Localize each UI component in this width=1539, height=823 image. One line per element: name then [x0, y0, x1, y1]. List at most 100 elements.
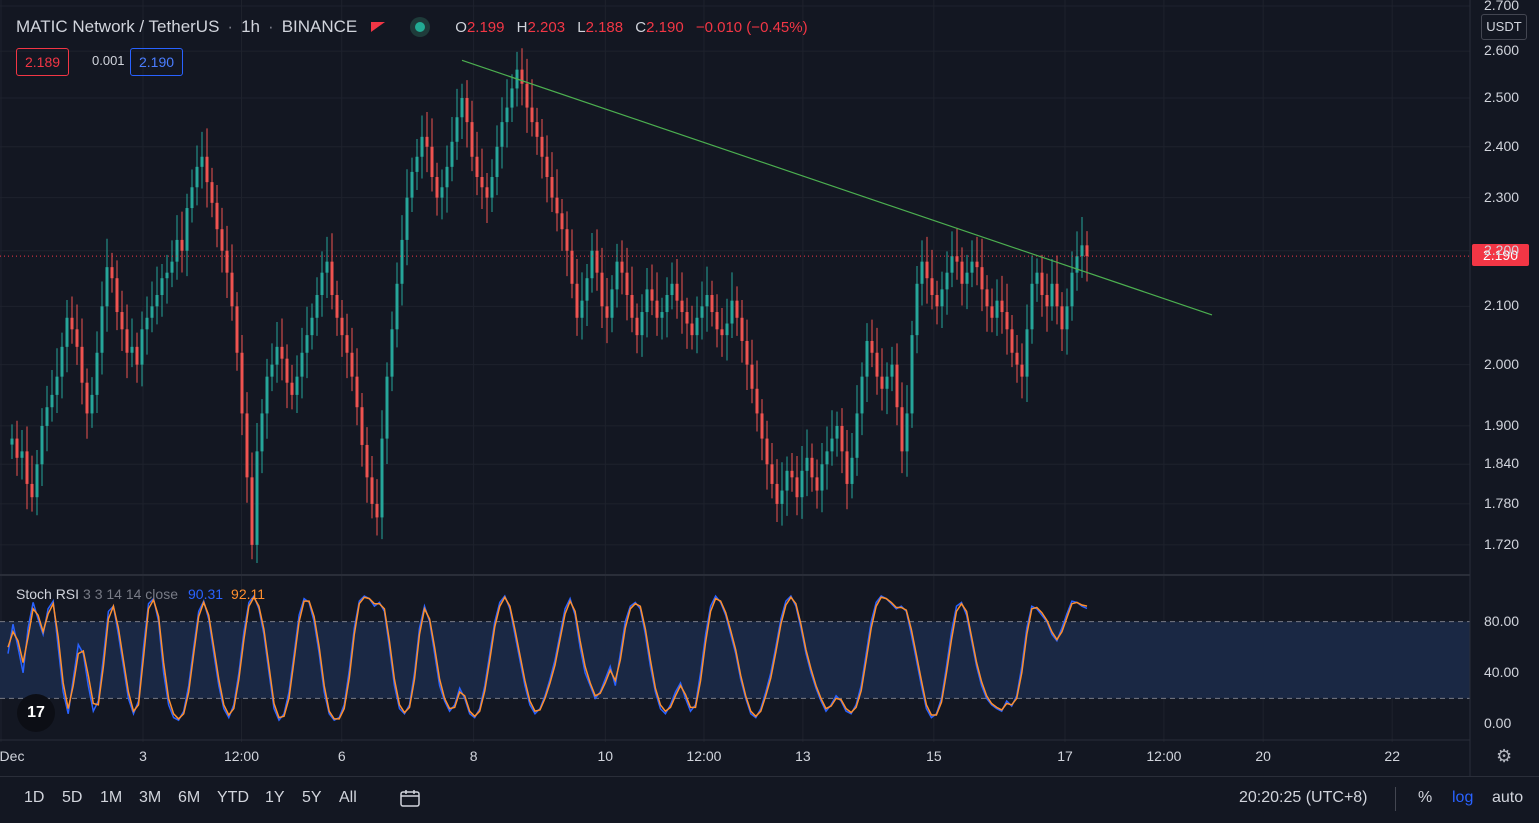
candle-body [685, 312, 689, 324]
candle-body [360, 407, 364, 445]
candle-body [905, 413, 909, 452]
percent-toggle[interactable]: % [1418, 789, 1433, 806]
header-separator: · [227, 17, 234, 36]
range-button-5y[interactable]: 5Y [302, 789, 322, 806]
flag-icon[interactable] [371, 22, 386, 32]
time-tick-label: 6 [337, 748, 346, 764]
candle-body [140, 329, 144, 365]
candle-body [275, 346, 279, 365]
sell-button[interactable]: 2.189 [16, 48, 70, 76]
candle-body [730, 300, 734, 324]
candle-body [655, 300, 659, 318]
range-button-1y[interactable]: 1Y [265, 789, 285, 806]
log-toggle[interactable]: log [1452, 789, 1474, 806]
candle-body [675, 283, 679, 301]
candle-body [320, 272, 324, 296]
range-button-1d[interactable]: 1D [24, 789, 45, 806]
candle-body [505, 107, 509, 123]
candle-body [940, 289, 944, 307]
indicator-name: Stoch RSI [16, 586, 80, 602]
candle-body [1015, 352, 1019, 365]
candle-body [720, 329, 724, 336]
candle-body [600, 272, 604, 307]
candle-body [895, 364, 899, 408]
time-tick-label: 8 [469, 748, 478, 764]
candle-body [455, 117, 459, 142]
candle-body [475, 156, 479, 178]
candle-body [60, 346, 64, 377]
ohlc-values: O2.199 H2.203 L2.188 C2.190 −0.010 (−0.4… [455, 19, 815, 36]
time-tick-label: 12:00 [223, 748, 260, 764]
candle-body [65, 317, 69, 347]
time-tick-label: 12:00 [1146, 748, 1182, 764]
time-tick-label: 22 [1384, 748, 1400, 764]
price-candles [0, 48, 1470, 563]
indicator-tick-label: 80.00 [1484, 612, 1520, 629]
symbol-title[interactable]: MATIC Network / TetherUS [16, 17, 220, 36]
price-tick-label: 2.400 [1484, 137, 1520, 154]
candle-body [170, 261, 174, 273]
buy-button[interactable]: 2.190 [130, 48, 184, 76]
candle-body [665, 295, 669, 313]
settings-gear-icon[interactable]: ⚙ [1496, 746, 1513, 766]
market-open-icon [415, 22, 426, 32]
candle-body [100, 306, 104, 353]
candle-body [315, 295, 319, 318]
candle-body [530, 107, 534, 123]
tradingview-logo[interactable]: 17 [17, 694, 55, 732]
interval-label[interactable]: 1h [241, 17, 261, 36]
candle-body [350, 352, 354, 377]
candle-body [55, 376, 59, 395]
candle-body [205, 156, 209, 183]
indicator-legend[interactable]: Stoch RSI 3 3 14 14 close 90.31 92.11 [16, 586, 265, 602]
time-tick-label: 3 [139, 748, 147, 764]
candle-body [220, 229, 224, 251]
candle-body [105, 267, 109, 307]
clock-timezone[interactable]: 20:20:25 (UTC+8) [1239, 789, 1368, 806]
candle-body [155, 295, 159, 307]
candle-body [265, 376, 269, 414]
range-button-3m[interactable]: 3M [139, 789, 162, 806]
price-tick-label: 2.700 [1484, 0, 1520, 13]
candle-body [495, 146, 499, 178]
currency-unit-button[interactable]: USDT [1481, 14, 1527, 40]
candle-body [435, 177, 439, 198]
candle-body [610, 289, 614, 318]
candle-body [910, 335, 914, 414]
candle-body [535, 122, 539, 137]
candle-body [160, 278, 164, 296]
range-button-5d[interactable]: 5D [62, 789, 83, 806]
candle-body [285, 358, 289, 383]
candle-body [860, 376, 864, 414]
candle-body [585, 278, 589, 301]
range-button-all[interactable]: All [339, 789, 357, 806]
candle-body [125, 329, 129, 353]
candle-body [680, 300, 684, 313]
candle-body [545, 156, 549, 178]
auto-toggle[interactable]: auto [1492, 789, 1524, 806]
time-tick-label: 10 [597, 748, 614, 764]
candle-body [965, 272, 969, 284]
candle-body [335, 295, 339, 318]
candle-body [310, 317, 314, 336]
candle-body [450, 141, 454, 167]
candle-body [955, 256, 959, 262]
candle-body [945, 272, 949, 290]
candle-body [95, 352, 99, 395]
candle-body [1080, 245, 1084, 257]
grid-lines [0, 0, 1470, 742]
candle-body [1035, 272, 1039, 284]
candle-body [990, 306, 994, 318]
candle-body [260, 413, 264, 452]
candle-body [185, 208, 189, 251]
candle-body [165, 272, 169, 279]
calendar-icon[interactable] [400, 789, 422, 807]
trendline[interactable] [461, 59, 1213, 316]
range-button-6m[interactable]: 6M [178, 789, 201, 806]
candle-body [75, 329, 79, 347]
candle-body [180, 239, 184, 251]
range-button-1m[interactable]: 1M [100, 789, 123, 806]
candle-body [355, 376, 359, 408]
range-button-ytd[interactable]: YTD [217, 789, 249, 806]
